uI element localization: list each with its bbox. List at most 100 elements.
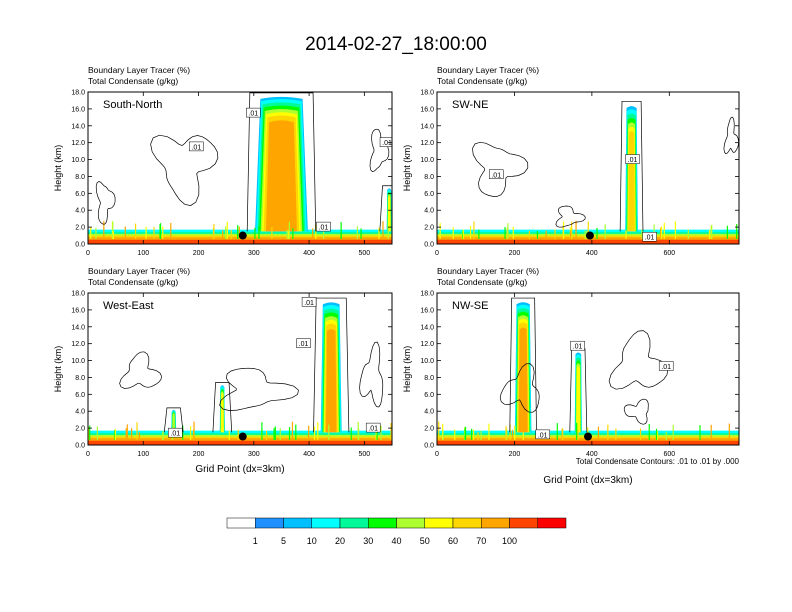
colorbar-swatch — [226, 517, 256, 529]
x-tick-label: 400 — [586, 451, 598, 458]
convective-plume — [574, 352, 582, 433]
x-tick-label: 0 — [435, 250, 439, 257]
tracer-spike — [562, 428, 564, 440]
contour-label-text: .01 — [319, 225, 329, 232]
tracer-spike — [190, 426, 192, 440]
colorbar-label: 60 — [448, 536, 458, 546]
tracer-spike — [687, 229, 689, 239]
condensate-contour — [219, 367, 299, 411]
y-axis-label: Height (km) — [53, 346, 63, 393]
contour-label-text: .01 — [382, 140, 392, 147]
y-tick-label: 2.0 — [424, 225, 434, 232]
contour-label: .01 — [379, 137, 392, 147]
tracer-spike — [288, 221, 290, 239]
panel-frame — [87, 292, 393, 446]
contour-label: .01 — [296, 338, 311, 348]
tracer-spike — [254, 227, 256, 239]
contour-label-text: .01 — [628, 157, 638, 164]
tracer-spike — [480, 430, 482, 440]
contour-label: .01 — [535, 429, 550, 439]
boundary-layer-band — [88, 239, 392, 244]
panel-frame — [436, 91, 740, 245]
colorbar-swatch — [509, 517, 538, 529]
y-tick-label: 10.0 — [71, 157, 85, 164]
tracer-spike — [237, 225, 239, 239]
contour-label: .01 — [189, 141, 204, 151]
tracer-spike — [222, 230, 224, 239]
y-tick-label: 10.0 — [71, 358, 85, 365]
contour-label-text: .01 — [538, 432, 548, 439]
x-axis-label: Grid Point (dx=3km) — [195, 464, 284, 475]
tracer-spike — [308, 425, 310, 440]
tracer-spike — [261, 422, 263, 440]
tracer-spike — [228, 430, 230, 440]
panel-west-east: .01 .01 .01 .01 West-East Boundary Layer Trac… — [53, 266, 393, 475]
plume-level — [576, 366, 581, 433]
contour-label-text: .01 — [248, 111, 258, 118]
tracer-spike — [507, 223, 509, 239]
tracer-spike — [225, 226, 227, 239]
tracer-spike — [726, 225, 728, 239]
tracer-spike — [265, 430, 268, 440]
plume-contour — [246, 92, 317, 232]
y-axis-label: Height (km) — [402, 145, 412, 192]
y-tick-label: 12.0 — [71, 140, 85, 147]
tracer-spike — [387, 226, 389, 239]
y-tick-label: 16.0 — [420, 106, 434, 113]
tracer-spike — [674, 221, 676, 239]
y-tick-label: 2.0 — [424, 426, 434, 433]
condensate-contour — [608, 330, 669, 390]
tracer-spike — [182, 425, 184, 440]
tracer-spike — [504, 227, 506, 239]
contour-label-box — [658, 361, 674, 371]
y-tick-label: 18.0 — [71, 90, 85, 97]
tracer-spike — [378, 227, 380, 239]
x-tick-label: 600 — [663, 250, 675, 257]
tracer-spike — [96, 426, 99, 440]
contour-label-box — [301, 297, 317, 307]
x-tick-label: 200 — [193, 451, 205, 458]
convective-plume — [171, 409, 177, 433]
y-tick-label: 2.0 — [75, 426, 85, 433]
colorbar-swatch — [537, 517, 567, 529]
contour-label-box — [365, 422, 381, 433]
tracer-spike — [136, 422, 138, 440]
tracer-spike — [710, 424, 712, 440]
tracer-spike — [464, 426, 466, 440]
x-tick-label: 200 — [509, 451, 521, 458]
tracer-spike — [653, 224, 655, 239]
y-tick-label: 4.0 — [75, 409, 85, 416]
site-marker — [238, 231, 247, 240]
contour-label: .01 — [570, 340, 585, 351]
colorbar-label: 30 — [363, 536, 373, 546]
contour-label-box — [316, 221, 331, 232]
tracer-spike — [317, 422, 319, 440]
y-tick-label: 14.0 — [420, 324, 434, 331]
plume-contour — [619, 100, 644, 232]
tracer-spike — [315, 224, 317, 239]
y-tick-label: 4.0 — [75, 208, 85, 215]
tracer-spike — [126, 424, 128, 440]
contour-label: .01 — [658, 361, 674, 371]
tracer-spike — [522, 432, 524, 440]
tracer-spike — [213, 223, 215, 239]
colorbar-label: 20 — [335, 536, 345, 546]
x-tick-label: 600 — [663, 451, 675, 458]
tracer-spike — [464, 426, 467, 440]
tracer-spike — [286, 229, 288, 239]
y-axis-label: Height (km) — [402, 346, 412, 393]
y-tick-label: 12.0 — [71, 341, 85, 348]
contour-label-text: .01 — [573, 344, 583, 351]
tracer-spike — [575, 220, 577, 239]
tracer-spike — [478, 229, 480, 239]
var1-title: Boundary Layer Tracer (%) — [88, 65, 190, 75]
y-tick-label: 0.0 — [75, 443, 85, 450]
tracer-spike — [663, 222, 665, 239]
panel-plot-area: .01 .01 .01 SW-NE — [437, 92, 739, 244]
tracer-spike — [390, 423, 392, 440]
tracer-spike — [88, 426, 90, 440]
tracer-spike — [90, 227, 92, 239]
colorbar-label: 1 — [253, 536, 258, 546]
tracer-spike — [340, 222, 342, 239]
